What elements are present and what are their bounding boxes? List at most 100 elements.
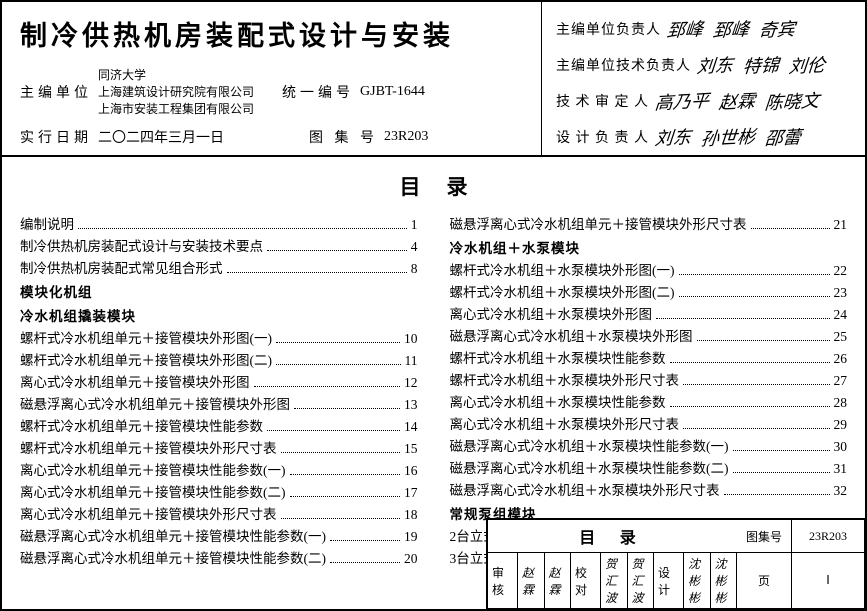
toc-entry-page: 13 <box>404 397 418 413</box>
toc-entry-text: 磁悬浮离心式冷水机组单元＋接管模块外形图 <box>20 393 290 413</box>
toc-dots <box>733 472 830 473</box>
toc-entry-page: 29 <box>834 417 848 433</box>
toc-entry: 磁悬浮离心式冷水机组单元＋接管模块性能参数(二)20 <box>20 547 418 567</box>
signature-label: 主编单位负责人 <box>556 19 661 39</box>
header: 制冷供热机房装配式设计与安装 主编单位 同济大学 上海建筑设计研究院有限公司 上… <box>2 2 865 157</box>
signature-mark: 刘伦 <box>788 51 827 79</box>
editor-unit: 主编单位 同济大学 上海建筑设计研究院有限公司 上海市安装工程集团有限公司 <box>20 67 254 117</box>
toc-dots <box>670 406 830 407</box>
toc-dots <box>281 518 401 519</box>
toc-dots <box>679 296 830 297</box>
toc-entry: 螺杆式冷水机组＋水泵模块外形图(二) 23 <box>450 281 848 301</box>
toc-dots <box>281 452 401 453</box>
signature-row: 技 术 审 定 人高乃平赵霖陈晓文 <box>556 88 853 114</box>
unified-code: 统一编号 GJBT-1644 <box>282 82 425 102</box>
toc-entry: 离心式冷水机组＋水泵模块外形尺寸表 29 <box>450 413 848 433</box>
signature-marks: 刘东孙世彬邵蕾 <box>655 124 853 150</box>
editor-org: 上海建筑设计研究院有限公司 <box>98 84 254 101</box>
toc-entry-text: 离心式冷水机组＋水泵模块性能参数 <box>450 391 666 411</box>
toc-entry: 离心式冷水机组＋水泵模块性能参数28 <box>450 391 848 411</box>
signature-label: 主编单位技术负责人 <box>556 55 691 75</box>
toc-entry-text: 离心式冷水机组单元＋接管模块外形图 <box>20 371 250 391</box>
signature-row: 设 计 负 责 人刘东孙世彬邵蕾 <box>556 124 853 150</box>
signature-mark: 特锦 <box>742 51 781 79</box>
atlas-label: 图 集 号 <box>309 127 378 147</box>
signature-mark: 刘东 <box>696 51 735 79</box>
titleblock-signature: 赵霖 <box>545 553 572 608</box>
toc-entry-page: 25 <box>834 329 848 345</box>
titleblock-signature: 贺汇波 <box>628 553 655 608</box>
toc-entry-text: 编制说明 <box>20 213 74 233</box>
editor-org: 同济大学 <box>98 67 254 84</box>
toc-entry-text: 螺杆式冷水机组＋水泵模块外形尺寸表 <box>450 369 680 389</box>
toc-heading: 模块化机组 <box>20 281 418 301</box>
toc-entry-page: 23 <box>834 285 848 301</box>
toc-entry-text: 螺杆式冷水机组单元＋接管模块性能参数 <box>20 415 263 435</box>
toc-entry-text: 离心式冷水机组＋水泵模块外形尺寸表 <box>450 413 680 433</box>
atlas-number: 图 集 号 23R203 <box>309 127 428 147</box>
toc-dots <box>267 430 400 431</box>
signature-mark: 赵霖 <box>718 87 757 115</box>
toc-entry: 螺杆式冷水机组单元＋接管模块外形图(二)11 <box>20 349 418 369</box>
toc-dots <box>330 540 400 541</box>
toc-dots <box>267 250 407 251</box>
toc-entry-page: 21 <box>834 217 848 233</box>
toc-entry: 螺杆式冷水机组单元＋接管模块性能参数 14 <box>20 415 418 435</box>
code-value: GJBT-1644 <box>360 84 425 100</box>
titleblock-atlas-value: 23R203 <box>792 520 864 552</box>
titleblock-row1: 目 录 图集号 23R203 <box>488 520 864 553</box>
toc-dots <box>276 342 400 343</box>
titleblock-page-value: Ⅰ <box>792 553 864 608</box>
signature-mark: 奇宾 <box>758 15 797 43</box>
toc-entry: 制冷供热机房装配式常见组合形式8 <box>20 257 418 277</box>
toc-column-left: 编制说明1制冷供热机房装配式设计与安装技术要点4制冷供热机房装配式常见组合形式8… <box>20 213 418 571</box>
toc-entry: 磁悬浮离心式冷水机组单元＋接管模块性能参数(一)19 <box>20 525 418 545</box>
title-block: 目 录 图集号 23R203 审核赵霖赵霖校对贺汇波贺汇波设计沈彬彬沈彬彬页Ⅰ <box>486 518 866 610</box>
signature-block: 主编单位负责人郅峰郅峰奇宾主编单位技术负责人刘东特锦刘伦技 术 审 定 人高乃平… <box>542 2 865 155</box>
toc-entry-page: 10 <box>404 331 418 347</box>
toc-dots <box>697 340 830 341</box>
toc-dots <box>683 428 830 429</box>
toc-entry-text: 磁悬浮离心式冷水机组单元＋接管模块性能参数(一) <box>20 525 326 545</box>
toc-dots <box>294 408 400 409</box>
toc-entry: 磁悬浮离心式冷水机组＋水泵模块性能参数(二)31 <box>450 457 848 477</box>
titleblock-page-label: 页 <box>737 553 792 608</box>
toc-entry-text: 离心式冷水机组单元＋接管模块性能参数(二) <box>20 481 286 501</box>
toc-dots <box>276 364 401 365</box>
toc-entry-text: 螺杆式冷水机组＋水泵模块外形图(二) <box>450 281 675 301</box>
page-frame: 制冷供热机房装配式设计与安装 主编单位 同济大学 上海建筑设计研究院有限公司 上… <box>0 0 867 611</box>
toc-dots <box>670 362 830 363</box>
signature-mark: 邵蕾 <box>764 123 803 151</box>
toc-entry-text: 制冷供热机房装配式设计与安装技术要点 <box>20 235 263 255</box>
signature-label: 设 计 负 责 人 <box>556 127 649 147</box>
signature-mark: 郅峰 <box>712 15 751 43</box>
toc-dots <box>78 228 407 229</box>
toc-entry-text: 磁悬浮离心式冷水机组＋水泵模块外形尺寸表 <box>450 479 720 499</box>
toc-entry-page: 20 <box>404 551 418 567</box>
toc-entry-page: 8 <box>411 261 418 277</box>
toc-entry-text: 螺杆式冷水机组单元＋接管模块外形尺寸表 <box>20 437 277 457</box>
signature-mark: 孙世彬 <box>700 123 757 152</box>
signature-marks: 高乃平赵霖陈晓文 <box>655 88 853 114</box>
signature-label: 技 术 审 定 人 <box>556 91 649 111</box>
toc-entry: 离心式冷水机组单元＋接管模块外形尺寸表18 <box>20 503 418 523</box>
header-left: 制冷供热机房装配式设计与安装 主编单位 同济大学 上海建筑设计研究院有限公司 上… <box>2 2 542 155</box>
toc-entry-page: 14 <box>404 419 418 435</box>
toc-dots <box>227 272 407 273</box>
toc-entry-page: 32 <box>834 483 848 499</box>
toc-entry: 磁悬浮离心式冷水机组＋水泵模块外形图25 <box>450 325 848 345</box>
editor-label: 主编单位 <box>20 82 92 102</box>
toc-entry-text: 离心式冷水机组单元＋接管模块性能参数(一) <box>20 459 286 479</box>
toc-entry: 螺杆式冷水机组＋水泵模块外形尺寸表27 <box>450 369 848 389</box>
toc-entry: 螺杆式冷水机组单元＋接管模块外形图(一)10 <box>20 327 418 347</box>
toc-dots <box>290 496 401 497</box>
toc-entry: 磁悬浮离心式冷水机组＋水泵模块外形尺寸表 32 <box>450 479 848 499</box>
toc-dots <box>656 318 830 319</box>
titleblock-signature: 贺汇波 <box>601 553 628 608</box>
toc-dots <box>679 274 830 275</box>
toc-entry: 离心式冷水机组单元＋接管模块性能参数(二)17 <box>20 481 418 501</box>
toc-entry-text: 离心式冷水机组＋水泵模块外形图 <box>450 303 653 323</box>
toc-entry: 螺杆式冷水机组＋水泵模块外形图(一)22 <box>450 259 848 279</box>
toc-entry-page: 26 <box>834 351 848 367</box>
signature-marks: 刘东特锦刘伦 <box>697 52 853 78</box>
